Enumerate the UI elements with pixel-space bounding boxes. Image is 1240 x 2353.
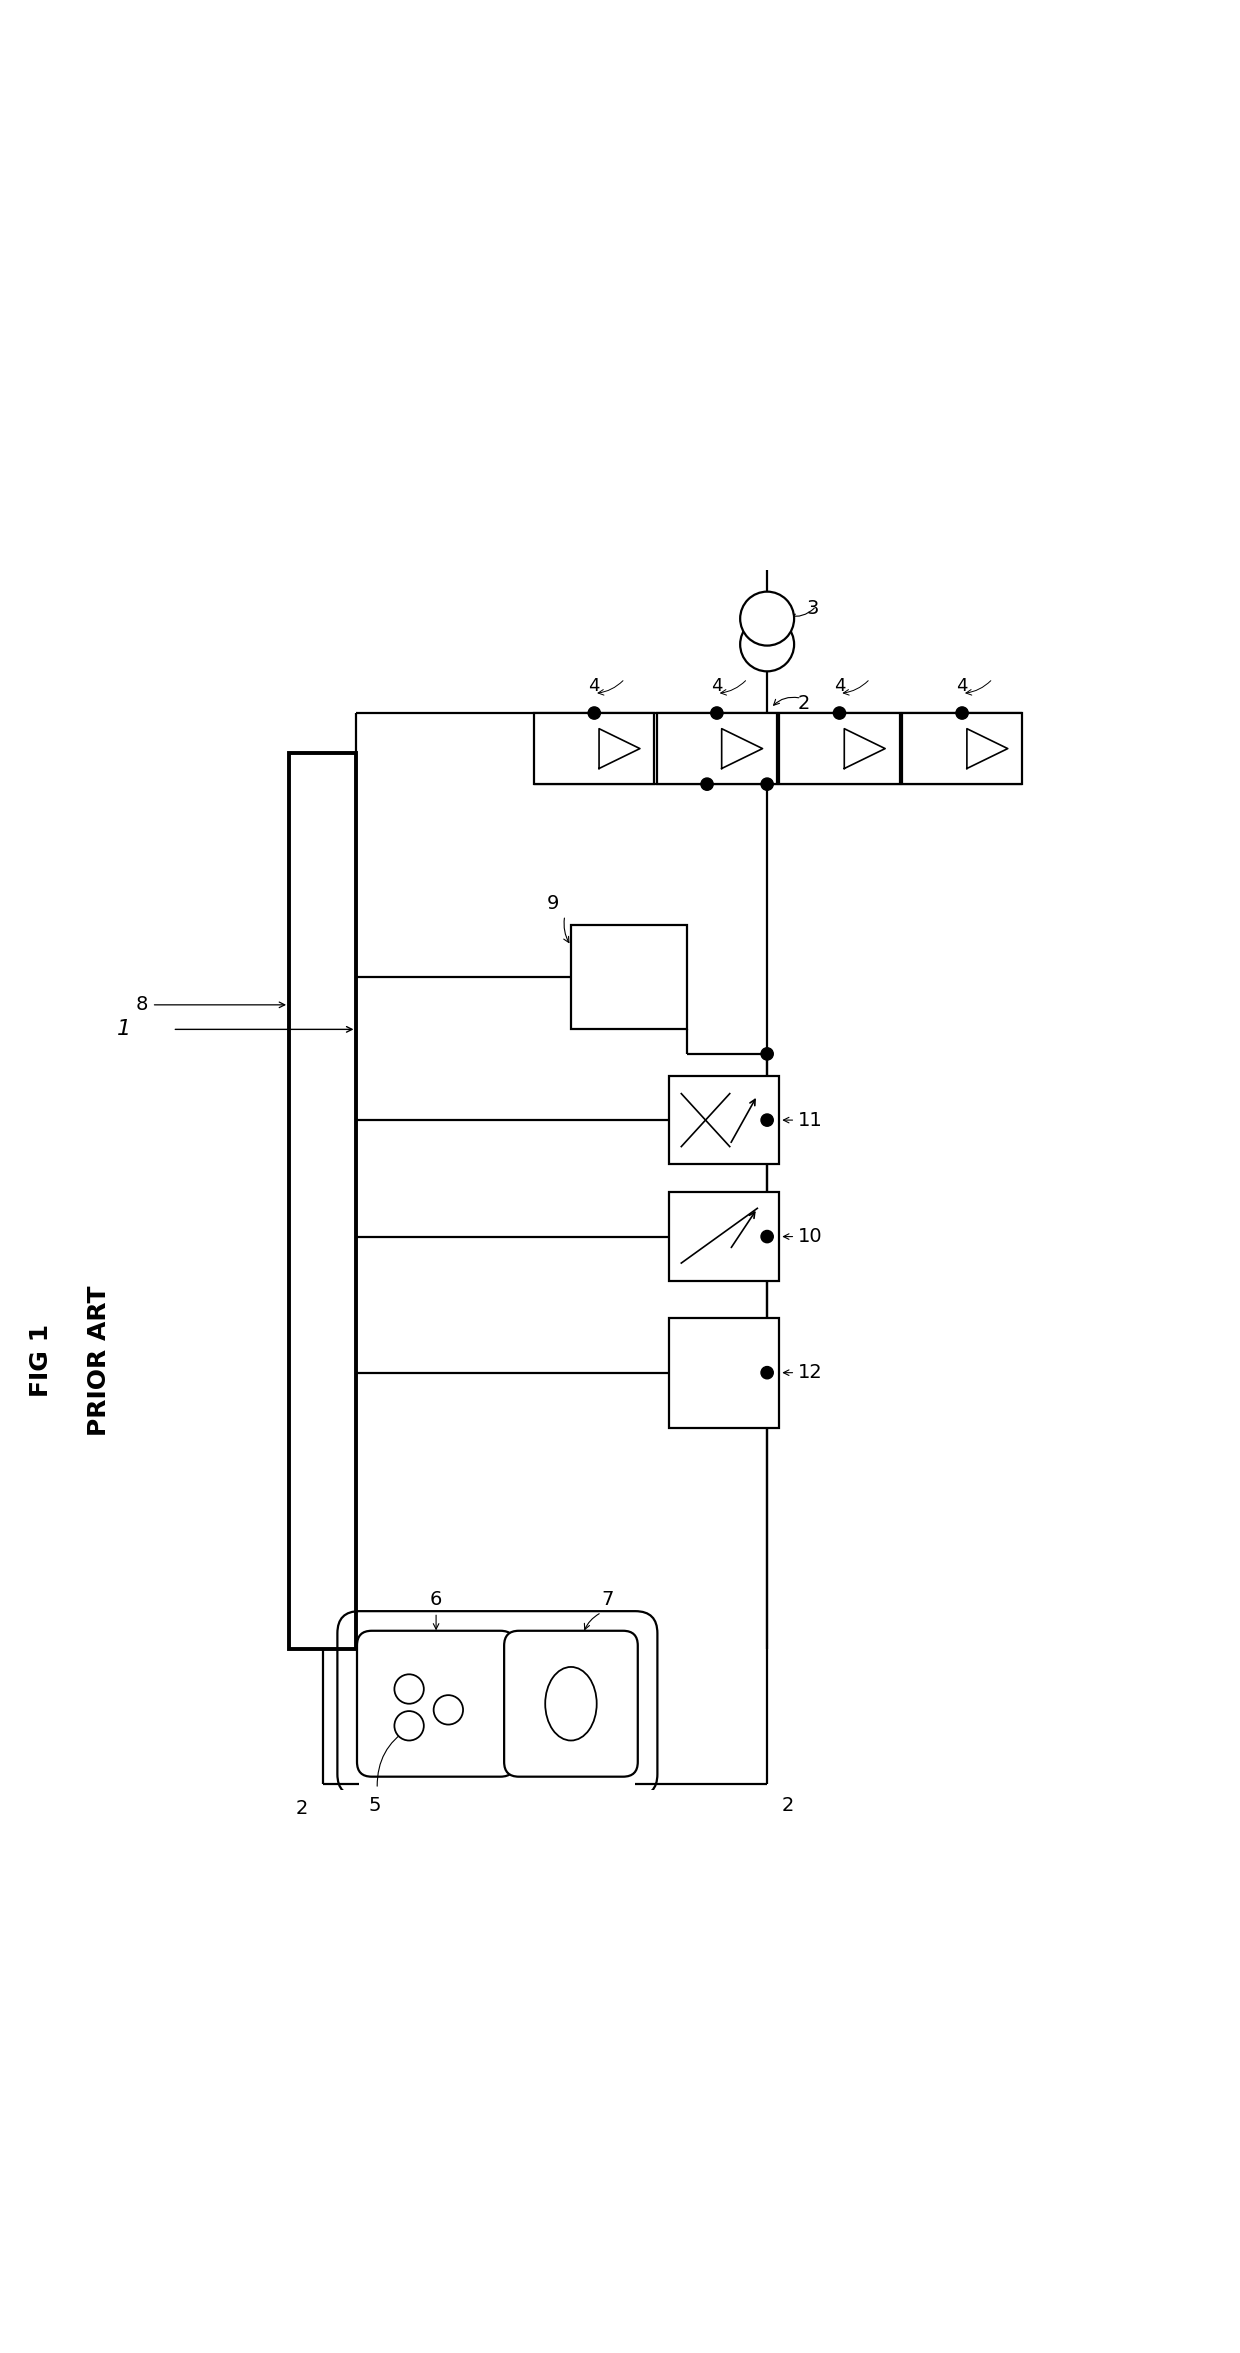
Text: 8: 8 (135, 995, 148, 1014)
Text: FIG 1: FIG 1 (30, 1325, 53, 1398)
Text: 6: 6 (430, 1591, 443, 1609)
Text: 4: 4 (833, 678, 846, 694)
Text: 5: 5 (368, 1795, 381, 1814)
Bar (534, 713, 655, 784)
Bar (657, 713, 777, 784)
Circle shape (394, 1711, 424, 1741)
Bar (670, 1318, 780, 1428)
Circle shape (761, 779, 774, 791)
Circle shape (740, 616, 794, 671)
Bar (570, 925, 687, 1028)
Circle shape (833, 706, 846, 720)
Circle shape (434, 1694, 463, 1725)
Text: 9: 9 (547, 894, 559, 913)
Ellipse shape (546, 1666, 596, 1741)
Circle shape (711, 706, 723, 720)
Circle shape (394, 1675, 424, 1704)
Text: 2: 2 (782, 1795, 795, 1814)
Text: 10: 10 (797, 1226, 822, 1247)
Text: 7: 7 (601, 1591, 614, 1609)
Text: 4: 4 (589, 678, 600, 694)
Circle shape (588, 706, 600, 720)
Circle shape (740, 591, 794, 645)
Circle shape (956, 706, 968, 720)
Circle shape (761, 1113, 774, 1127)
Circle shape (701, 779, 713, 791)
Text: 2: 2 (797, 694, 810, 713)
Text: 4: 4 (711, 678, 723, 694)
Bar (901, 713, 1022, 784)
FancyBboxPatch shape (357, 1631, 515, 1777)
Bar (289, 753, 356, 1649)
Text: 11: 11 (797, 1111, 822, 1129)
Circle shape (761, 1231, 774, 1242)
Text: 12: 12 (797, 1362, 822, 1381)
Bar (780, 713, 899, 784)
Circle shape (761, 1367, 774, 1379)
Text: 3: 3 (806, 600, 818, 619)
Text: 4: 4 (956, 678, 968, 694)
Bar (670, 1193, 780, 1280)
Text: 2: 2 (295, 1798, 308, 1819)
Text: PRIOR ART: PRIOR ART (87, 1285, 110, 1435)
Text: 1: 1 (118, 1019, 131, 1040)
Circle shape (761, 1047, 774, 1059)
FancyBboxPatch shape (505, 1631, 637, 1777)
Bar (670, 1075, 780, 1165)
